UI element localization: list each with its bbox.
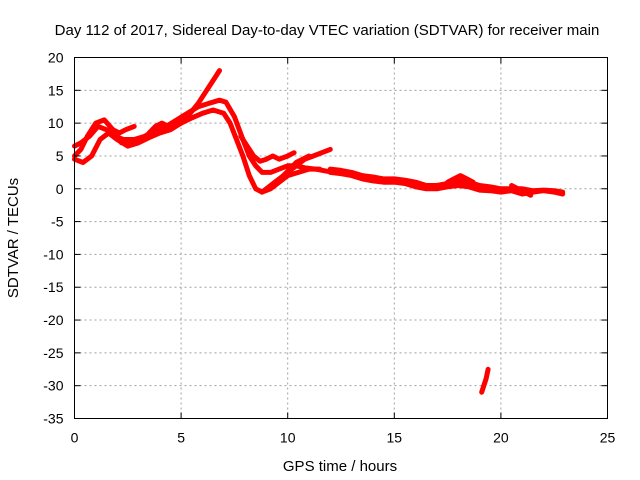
axes: 0 5 10 15 20 25 20 15 10 5 0 -5 -10 -15 -20 -25 -30 -35 bbox=[43, 50, 615, 446]
y-tick-label: -30 bbox=[43, 378, 63, 394]
series-line-trace-f bbox=[238, 133, 297, 164]
y-tick-label: -35 bbox=[43, 411, 63, 427]
y-tick-label: -20 bbox=[43, 312, 63, 328]
series-line-trace-d bbox=[110, 123, 137, 136]
x-tick-label: 15 bbox=[387, 430, 403, 446]
series-line-trace-b bbox=[72, 107, 323, 195]
y-tick-label: 15 bbox=[48, 82, 64, 98]
series-line-trace-c bbox=[72, 68, 222, 149]
y-tick-label: -10 bbox=[43, 246, 63, 262]
x-tick-label: 0 bbox=[71, 430, 79, 446]
series-line-trace-k bbox=[445, 173, 476, 185]
y-axis-label: SDTVAR / TECUs bbox=[5, 178, 22, 298]
y-tick-label: -5 bbox=[51, 214, 64, 230]
series-line-trace-e bbox=[146, 120, 178, 136]
series-line-trace-h bbox=[280, 153, 312, 179]
x-tick-label: 10 bbox=[280, 430, 296, 446]
series-line-trace-l bbox=[509, 183, 534, 198]
y-tick-label: 0 bbox=[56, 181, 64, 197]
y-tick-label: 5 bbox=[56, 148, 64, 164]
x-tick-label: 20 bbox=[493, 430, 509, 446]
plot-frame bbox=[74, 57, 608, 419]
grid bbox=[74, 57, 608, 419]
chart-title: Day 112 of 2017, Sidereal Day-to-day VTE… bbox=[55, 22, 600, 39]
series-layer bbox=[72, 68, 566, 395]
y-tick-label: 20 bbox=[48, 50, 64, 66]
series-line-trace-m bbox=[479, 366, 491, 395]
x-axis-label: GPS time / hours bbox=[283, 458, 397, 475]
x-tick-label: 5 bbox=[177, 430, 185, 446]
y-tick-label: -25 bbox=[43, 345, 63, 361]
y-tick-label: 10 bbox=[48, 115, 64, 131]
x-tick-label: 25 bbox=[600, 430, 616, 446]
y-tick-label: -15 bbox=[43, 279, 63, 295]
